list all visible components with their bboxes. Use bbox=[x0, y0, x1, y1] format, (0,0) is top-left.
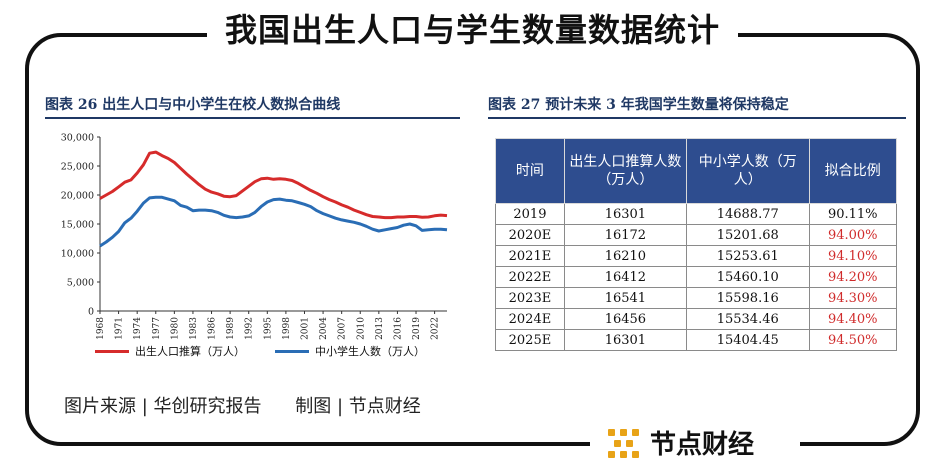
prediction-table: 时间 出生人口推算人数（万人） 中小学人数（万人） 拟合比例 2019 16301… bbox=[495, 138, 898, 351]
table-cell: 94.50% bbox=[808, 329, 898, 351]
figure27-caption: 图表 27 预计未来 3 年我国学生数量将保持稳定 bbox=[488, 97, 789, 113]
col-header-students: 中小学人数（万人） bbox=[685, 138, 810, 204]
line-chart: 0 5,000 10,000 15,000 20,000 25,000 30,000 196… bbox=[61, 133, 448, 340]
x-tick-label: 2013 bbox=[375, 317, 385, 340]
table-cell: 16301 bbox=[563, 329, 687, 351]
x-tick-label: 1998 bbox=[282, 317, 292, 340]
students-line bbox=[99, 195, 448, 248]
legend-label-students: 中小学生人数（万人） bbox=[315, 345, 425, 358]
y-tick-label: 10,000 bbox=[61, 249, 94, 260]
col-header-time: 时间 bbox=[495, 138, 565, 204]
table-row: 2020E 16172 15201.68 94.00% bbox=[495, 224, 898, 246]
col-header-ratio: 拟合比例 bbox=[808, 138, 898, 204]
table-cell: 15598.16 bbox=[685, 287, 810, 309]
source-made-by: 制图 | 节点财经 bbox=[295, 396, 421, 417]
x-tick-label: 2010 bbox=[356, 317, 366, 340]
table-cell: 15253.61 bbox=[685, 245, 810, 267]
legend-births: 出生人口推算（万人） bbox=[95, 343, 245, 359]
legend-swatch-students bbox=[275, 349, 309, 353]
legend-students: 中小学生人数（万人） bbox=[275, 343, 425, 359]
table-cell: 90.11% bbox=[808, 203, 898, 225]
figure26-rule bbox=[45, 117, 460, 119]
table-row: 2024E 16456 15534.46 94.40% bbox=[495, 308, 898, 330]
legend-swatch-births bbox=[95, 349, 129, 353]
x-tick-label: 1974 bbox=[133, 317, 143, 340]
table-row: 2021E 16210 15253.61 94.10% bbox=[495, 245, 898, 267]
source-line: 图片来源 | 华创研究报告 制图 | 节点财经 bbox=[64, 392, 449, 418]
table-cell: 15534.46 bbox=[685, 308, 810, 330]
x-tick-label: 2004 bbox=[319, 317, 329, 340]
table-cell: 14688.77 bbox=[685, 203, 810, 225]
table-cell: 2025E bbox=[495, 329, 565, 351]
figure27-rule bbox=[488, 117, 906, 119]
chart-legend: 出生人口推算（万人） 中小学生人数（万人） bbox=[95, 343, 425, 359]
table-cell: 16210 bbox=[563, 245, 687, 267]
births-line bbox=[99, 150, 448, 220]
title-bar: 我国出生人口与学生数量数据统计 bbox=[0, 0, 945, 60]
x-tick-label: 2016 bbox=[393, 317, 403, 340]
y-tick-label: 30,000 bbox=[61, 133, 94, 144]
y-tick-label: 20,000 bbox=[61, 191, 94, 202]
figure26-caption: 图表 26 出生人口与中小学生在校人数拟合曲线 bbox=[45, 97, 341, 113]
table-cell: 2020E bbox=[495, 224, 565, 246]
table-row: 2022E 16412 15460.10 94.20% bbox=[495, 266, 898, 288]
table-cell: 2022E bbox=[495, 266, 565, 288]
x-tick-label: 1995 bbox=[263, 317, 273, 340]
table-cell: 15460.10 bbox=[685, 266, 810, 288]
table-cell: 2023E bbox=[495, 287, 565, 309]
source-origin: 图片来源 | 华创研究报告 bbox=[64, 396, 262, 417]
table-cell: 2019 bbox=[495, 203, 565, 225]
x-tick-label: 2001 bbox=[300, 317, 310, 340]
table-row: 2023E 16541 15598.16 94.30% bbox=[495, 287, 898, 309]
x-tick-label: 1989 bbox=[226, 317, 236, 340]
y-tick-label: 15,000 bbox=[61, 220, 94, 231]
brand-name: 节点财经 bbox=[650, 430, 755, 460]
x-tick-label: 2019 bbox=[412, 317, 422, 340]
table-cell: 94.00% bbox=[808, 224, 898, 246]
table-cell: 94.20% bbox=[808, 266, 898, 288]
x-tick-label: 2007 bbox=[338, 317, 348, 340]
y-tick-label: 25,000 bbox=[61, 162, 94, 173]
page-title: 我国出生人口与学生数量数据统计 bbox=[206, 0, 738, 60]
x-tick-label: 1977 bbox=[152, 317, 162, 340]
table-cell: 16301 bbox=[563, 203, 687, 225]
x-tick-label: 1986 bbox=[208, 317, 218, 340]
table-row: 2025E 16301 15404.45 94.50% bbox=[495, 329, 898, 351]
table-cell: 2024E bbox=[495, 308, 565, 330]
legend-label-births: 出生人口推算（万人） bbox=[135, 345, 245, 358]
table-row: 2019 16301 14688.77 90.11% bbox=[495, 203, 898, 225]
table-cell: 16172 bbox=[563, 224, 687, 246]
x-tick-label: 1983 bbox=[189, 317, 199, 340]
brand-logo-icon bbox=[606, 425, 642, 461]
y-tick-label: 0 bbox=[88, 307, 94, 318]
table-cell: 15201.68 bbox=[685, 224, 810, 246]
table-cell: 2021E bbox=[495, 245, 565, 267]
y-tick-label: 5,000 bbox=[67, 278, 94, 289]
table-cell: 16412 bbox=[563, 266, 687, 288]
table-cell: 94.40% bbox=[808, 308, 898, 330]
col-header-births: 出生人口推算人数（万人） bbox=[563, 138, 687, 204]
x-tick-label: 2022 bbox=[431, 317, 441, 340]
table-cell: 94.10% bbox=[808, 245, 898, 267]
x-tick-label: 1971 bbox=[115, 317, 125, 340]
table-cell: 16541 bbox=[563, 287, 687, 309]
x-tick-label: 1968 bbox=[96, 317, 106, 340]
table-cell: 16456 bbox=[563, 308, 687, 330]
table-cell: 94.30% bbox=[808, 287, 898, 309]
table-header-row: 时间 出生人口推算人数（万人） 中小学人数（万人） 拟合比例 bbox=[495, 138, 898, 204]
table-cell: 15404.45 bbox=[685, 329, 810, 351]
x-tick-label: 1980 bbox=[170, 317, 180, 340]
x-tick-label: 1992 bbox=[245, 317, 255, 340]
brand-footer: 节点财经 bbox=[606, 424, 754, 461]
